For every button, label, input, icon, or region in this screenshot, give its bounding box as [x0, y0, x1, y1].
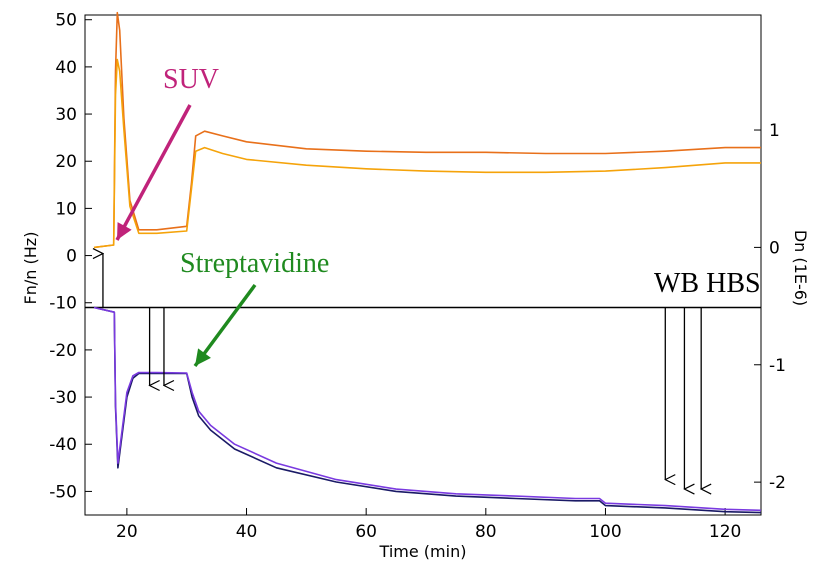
y-tick-label-left: 30 — [55, 105, 77, 125]
series-layer — [93, 11, 762, 514]
y-tick-label-left: 20 — [55, 152, 77, 172]
y-tick-label-left: -40 — [49, 435, 77, 455]
ticks — [85, 19, 761, 515]
annotation-wb-hbs: WB HBS — [654, 268, 761, 299]
x-tick-label: 100 — [589, 522, 621, 542]
y-tick-label-left: -30 — [49, 388, 77, 408]
y-tick-label-left: -50 — [49, 482, 77, 502]
streptavidine-arrow — [193, 283, 257, 368]
annotation-streptavidine: Streptavidine — [180, 248, 329, 279]
x-axis-title: Time (min) — [379, 542, 467, 561]
x-tick-label: 60 — [355, 522, 377, 542]
x-tick-label: 120 — [709, 522, 741, 542]
x-tick-label: 40 — [236, 522, 258, 542]
y-axis-title-right: Dn (1E-6) — [791, 230, 810, 306]
y-tick-label-right: -2 — [769, 473, 786, 493]
x-tick-label: 80 — [475, 522, 497, 542]
plot-frame — [84, 14, 762, 516]
y-tick-label-left: -20 — [49, 341, 77, 361]
y-axis-title-left: Fn/n (Hz) — [21, 232, 40, 305]
series-line-3 — [93, 306, 762, 512]
y-tick-label-right: 1 — [769, 121, 780, 141]
series-line-0 — [93, 11, 761, 249]
annotation-suv: SUV — [163, 64, 219, 95]
y-tick-label-left: 40 — [55, 58, 77, 78]
y-tick-label-right: -1 — [769, 356, 786, 376]
x-tick-label: 20 — [116, 522, 138, 542]
arrows — [103, 104, 701, 489]
suv-arrow — [115, 104, 192, 241]
y-tick-label-left: 50 — [55, 11, 77, 31]
y-tick-label-left: 0 — [66, 247, 77, 267]
y-tick-label-left: 10 — [55, 199, 77, 219]
series-line-2 — [93, 306, 762, 514]
tick-labels: 20 40 60 80 100 12050403020100-10-20-30-40-50… — [49, 11, 786, 542]
y-tick-label-right: 0 — [769, 238, 780, 258]
y-tick-label-left: -10 — [49, 294, 77, 314]
series-line-1 — [93, 58, 761, 249]
